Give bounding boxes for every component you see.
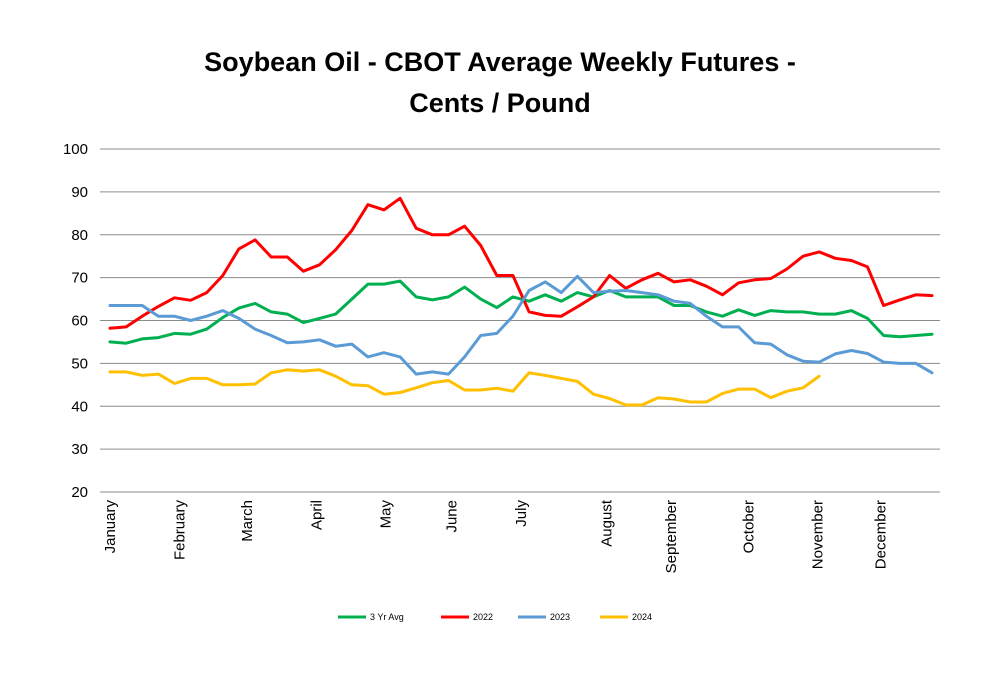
y-tick-label: 70 — [71, 270, 88, 287]
y-tick-label: 50 — [71, 355, 88, 372]
x-tick-label: October — [740, 500, 757, 553]
legend-label: 2024 — [632, 612, 652, 622]
legend: 3 Yr Avg 2022 2023 2024 — [338, 612, 652, 622]
x-tick-label: August — [598, 499, 615, 547]
x-tick-label: June — [444, 500, 461, 533]
x-tick-label: January — [102, 500, 119, 554]
x-tick-label: July — [513, 500, 530, 527]
legend-label: 2023 — [550, 612, 570, 622]
y-tick-label: 40 — [71, 398, 88, 415]
x-tick-label: December — [872, 500, 889, 569]
y-tick-label: 80 — [71, 227, 88, 244]
y-tick-label: 100 — [63, 141, 88, 158]
x-tick-label: November — [810, 500, 827, 569]
y-axis: 20 30 40 50 60 70 80 90 100 — [63, 141, 88, 501]
series-lines — [108, 196, 934, 407]
chart-title-line-2: Cents / Pound — [409, 88, 591, 118]
legend-label: 3 Yr Avg — [370, 612, 404, 622]
gridlines — [100, 148, 940, 493]
x-tick-label: April — [308, 500, 325, 530]
series-line-2024 — [108, 368, 821, 407]
y-tick-label: 30 — [71, 441, 88, 458]
x-axis: January February March April May June July Augu… — [102, 499, 889, 573]
x-tick-label: May — [378, 500, 395, 529]
legend-label: 2022 — [473, 612, 493, 622]
y-tick-label: 60 — [71, 313, 88, 330]
x-tick-label: March — [239, 500, 256, 542]
chart-title-line-1: Soybean Oil - CBOT Average Weekly Future… — [204, 47, 796, 77]
x-tick-label: February — [171, 500, 188, 561]
series-line-2022 — [108, 196, 934, 330]
y-tick-label: 90 — [71, 184, 88, 201]
y-tick-label: 20 — [71, 484, 88, 501]
series-line-3-yr-avg — [108, 279, 934, 345]
series-line-2023 — [108, 274, 934, 376]
x-tick-label: September — [663, 500, 680, 573]
